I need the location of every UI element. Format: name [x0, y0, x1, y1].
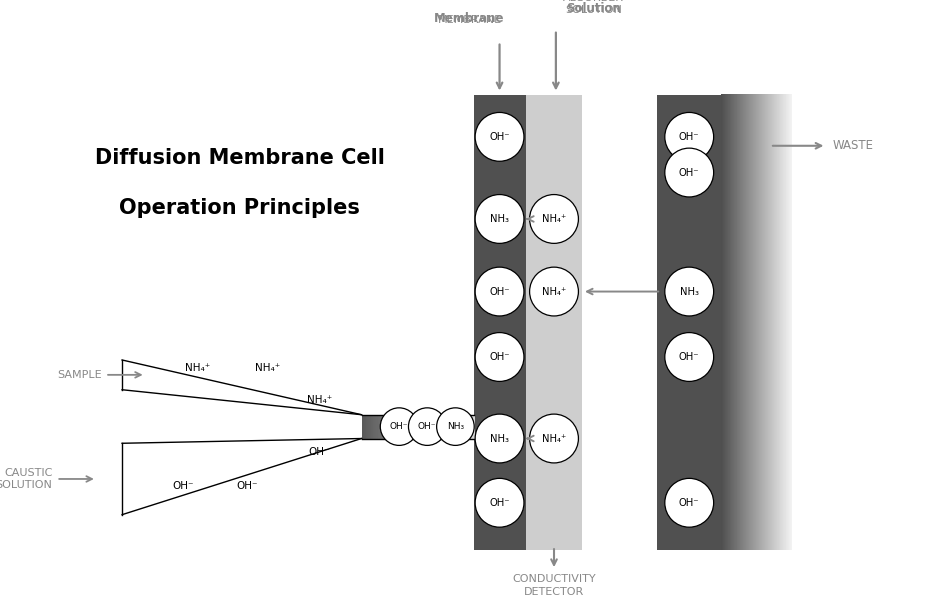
Ellipse shape: [380, 408, 418, 446]
Text: OH⁻: OH⁻: [679, 132, 700, 142]
Bar: [526, 95, 582, 550]
Text: NH₄⁺: NH₄⁺: [185, 363, 209, 372]
Text: OH⁻: OH⁻: [679, 352, 700, 362]
Text: NH₄⁺: NH₄⁺: [307, 395, 331, 405]
Text: Diffusion Membrane Cell: Diffusion Membrane Cell: [95, 148, 384, 168]
Text: Membrane: Membrane: [434, 12, 505, 25]
Text: Operation Principles: Operation Principles: [119, 198, 360, 218]
Ellipse shape: [665, 478, 714, 527]
Text: NH₄⁺: NH₄⁺: [542, 214, 566, 224]
Ellipse shape: [665, 112, 714, 161]
Text: Absorber
Solution: Absorber Solution: [563, 0, 623, 15]
Ellipse shape: [475, 267, 524, 316]
Ellipse shape: [665, 267, 714, 316]
Ellipse shape: [437, 408, 474, 446]
Bar: [657, 95, 721, 550]
Ellipse shape: [665, 333, 714, 381]
Text: OH⁻: OH⁻: [679, 498, 700, 508]
Text: NH₄⁺: NH₄⁺: [542, 434, 566, 443]
Text: OH⁻: OH⁻: [418, 422, 437, 431]
Text: MEMBRANE: MEMBRANE: [438, 15, 501, 25]
Ellipse shape: [475, 195, 524, 243]
Text: SAMPLE: SAMPLE: [56, 370, 101, 380]
Text: ABSORBER
SOLUTION: ABSORBER SOLUTION: [563, 0, 623, 15]
Text: NH₃: NH₃: [490, 434, 509, 443]
Ellipse shape: [530, 267, 578, 316]
Text: OH⁻: OH⁻: [679, 168, 700, 177]
Ellipse shape: [530, 195, 578, 243]
Text: NH₃: NH₃: [447, 422, 464, 431]
Bar: [474, 95, 526, 550]
Ellipse shape: [530, 414, 578, 463]
Text: NH₄⁺: NH₄⁺: [542, 287, 566, 296]
Text: OH⁻: OH⁻: [489, 352, 510, 362]
Text: OH⁻: OH⁻: [390, 422, 408, 431]
Text: WASTE: WASTE: [833, 139, 874, 152]
Text: NH₄⁺: NH₄⁺: [255, 363, 280, 372]
Text: OH⁻: OH⁻: [173, 481, 193, 491]
Ellipse shape: [475, 414, 524, 463]
Text: NH₃: NH₃: [490, 214, 509, 224]
Ellipse shape: [475, 478, 524, 527]
Text: CONDUCTIVITY
DETECTOR: CONDUCTIVITY DETECTOR: [512, 574, 596, 595]
Text: OH⁻: OH⁻: [489, 287, 510, 296]
Ellipse shape: [475, 112, 524, 161]
Ellipse shape: [408, 408, 446, 446]
Text: OH⁻: OH⁻: [489, 498, 510, 508]
Ellipse shape: [475, 333, 524, 381]
Text: OH⁻: OH⁻: [237, 481, 257, 491]
Text: CAUSTIC
SOLUTION: CAUSTIC SOLUTION: [0, 468, 53, 490]
Ellipse shape: [665, 148, 714, 197]
Text: OH⁻: OH⁻: [309, 447, 330, 456]
Text: NH₃: NH₃: [680, 287, 699, 296]
Text: OH⁻: OH⁻: [489, 132, 510, 142]
